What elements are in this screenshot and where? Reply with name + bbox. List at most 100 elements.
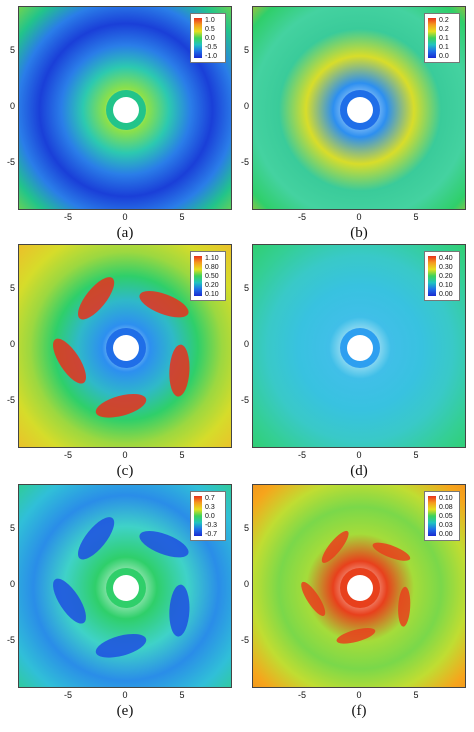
colorbar (194, 256, 202, 296)
panel-caption: (f) (351, 703, 367, 719)
colorbar-label: 0.0 (205, 35, 215, 42)
y-tick-label: 5 (9, 45, 15, 55)
panel-caption: (c) (116, 463, 134, 479)
contour-field-4 (253, 245, 465, 447)
x-tick-label: 0 (122, 450, 128, 460)
contour-field-1 (19, 7, 231, 209)
x-tick-label: -5 (63, 450, 72, 460)
colorbar-label: 0.2 (439, 26, 449, 33)
colorbar-label: 0.10 (439, 282, 453, 289)
colorbar-label: 0.00 (439, 531, 453, 538)
swirl-arm (78, 517, 115, 560)
x-tick-label: 5 (179, 212, 185, 222)
swirl-arm (169, 584, 190, 637)
y-tick-label: -5 (6, 157, 15, 167)
colorbar-label: -0.7 (205, 531, 218, 538)
colorbar-label: 0.0 (439, 53, 449, 60)
panel-caption: (e) (116, 703, 134, 719)
x-tick-label: 0 (356, 212, 362, 222)
y-tick-label: 0 (9, 579, 15, 589)
colorbar (194, 496, 202, 536)
x-tick-label: 5 (179, 450, 185, 460)
x-tick-label: 5 (179, 690, 185, 700)
y-tick-label: 0 (9, 339, 15, 349)
colorbar-label: 0.1 (439, 35, 449, 42)
swirl-arm (372, 542, 411, 561)
center-hole (347, 575, 373, 601)
y-tick-label: 5 (243, 45, 249, 55)
colorbar-label: 0.50 (205, 273, 219, 280)
y-tick-label: -5 (240, 395, 249, 405)
y-tick-label: 0 (243, 339, 249, 349)
colorbar-legend: 1.0 0.5 0.0 -0.5 -1.0 (190, 13, 226, 63)
colorbar-label: 0.08 (439, 504, 453, 511)
colorbar-label: 0.40 (439, 255, 453, 262)
colorbar-label: 1.10 (205, 255, 219, 262)
colorbar-label: -1.0 (205, 53, 218, 60)
swirl-arm (95, 634, 147, 658)
panel-caption: (a) (116, 225, 134, 241)
swirl-arm (336, 628, 376, 644)
colorbar-label: 0.1 (439, 44, 449, 51)
x-tick-label: -5 (297, 450, 306, 460)
colorbar-label: 1.0 (205, 17, 215, 24)
y-tick-label: 0 (243, 579, 249, 589)
center-hole (347, 97, 373, 123)
colorbar-label: 0.2 (439, 17, 449, 24)
center-hole (113, 335, 139, 361)
contour-plot-3: 1.10 0.80 0.50 0.20 0.10 (18, 244, 232, 448)
y-tick-label: -5 (6, 635, 15, 645)
x-tick-label: 0 (122, 212, 128, 222)
swirl-arm (95, 394, 147, 418)
swirl-arm (139, 291, 189, 318)
contour-plot-6: 0.10 0.08 0.05 0.03 0.00 (252, 484, 466, 688)
y-tick-label: 5 (9, 283, 15, 293)
x-tick-label: 0 (356, 690, 362, 700)
y-tick-label: -5 (240, 635, 249, 645)
swirl-arm (53, 578, 86, 624)
swirl-arm (301, 581, 326, 616)
contour-plot-4: 0.40 0.30 0.20 0.10 0.00 (252, 244, 466, 448)
colorbar-legend: 0.7 0.3 0.0 -0.3 -0.7 (190, 491, 226, 541)
contour-field-6 (253, 485, 465, 687)
colorbar-legend: 0.10 0.08 0.05 0.03 0.00 (424, 491, 460, 541)
colorbar-label: -0.3 (205, 522, 218, 529)
x-tick-label: 0 (122, 690, 128, 700)
y-tick-label: 5 (243, 523, 249, 533)
contour-plot-1: 1.0 0.5 0.0 -0.5 -1.0 (18, 6, 232, 210)
x-tick-label: -5 (297, 690, 306, 700)
swirl-arm (78, 277, 115, 320)
colorbar-legend: 1.10 0.80 0.50 0.20 0.10 (190, 251, 226, 301)
colorbar-legend: 0.40 0.30 0.20 0.10 0.00 (424, 251, 460, 301)
colorbar-label: 0.03 (439, 522, 453, 529)
x-tick-label: -5 (63, 212, 72, 222)
x-tick-label: -5 (63, 690, 72, 700)
swirl-arm (53, 338, 86, 384)
y-tick-label: 5 (243, 283, 249, 293)
colorbar (428, 496, 436, 536)
y-tick-label: -5 (6, 395, 15, 405)
colorbar-label: 0.80 (205, 264, 219, 271)
y-tick-label: 0 (243, 101, 249, 111)
swirl-arm (139, 531, 189, 558)
colorbar-label: 0.5 (205, 26, 215, 33)
colorbar-label: 0.30 (439, 264, 453, 271)
colorbar-label: 0.10 (205, 291, 219, 298)
center-hole (113, 575, 139, 601)
colorbar-label: 0.20 (439, 273, 453, 280)
swirl-arm (321, 530, 349, 563)
colorbar (194, 18, 202, 58)
x-tick-label: 5 (413, 690, 419, 700)
x-tick-label: -5 (297, 212, 306, 222)
colorbar (428, 256, 436, 296)
swirl-arm (169, 344, 190, 397)
y-tick-label: -5 (240, 157, 249, 167)
y-tick-label: 0 (9, 101, 15, 111)
y-tick-label: 5 (9, 523, 15, 533)
colorbar-label: 0.3 (205, 504, 215, 511)
colorbar (428, 18, 436, 58)
swirl-arm (398, 586, 411, 627)
x-tick-label: 5 (413, 450, 419, 460)
colorbar-label: 0.00 (439, 291, 453, 298)
contour-plot-2: 0.2 0.2 0.1 0.1 0.0 (252, 6, 466, 210)
